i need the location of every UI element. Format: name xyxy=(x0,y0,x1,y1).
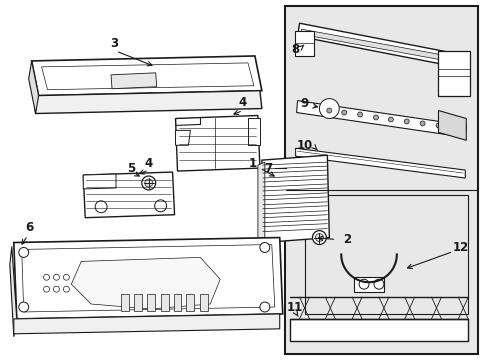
Polygon shape xyxy=(296,100,466,137)
Polygon shape xyxy=(175,116,259,171)
Polygon shape xyxy=(186,294,194,311)
Polygon shape xyxy=(200,294,208,311)
Circle shape xyxy=(19,302,29,312)
Polygon shape xyxy=(29,61,39,113)
Circle shape xyxy=(404,119,408,124)
Polygon shape xyxy=(134,294,142,311)
Polygon shape xyxy=(175,130,190,145)
Polygon shape xyxy=(161,294,168,311)
Polygon shape xyxy=(297,23,468,69)
Polygon shape xyxy=(32,56,262,96)
Circle shape xyxy=(43,274,49,280)
Circle shape xyxy=(53,274,60,280)
Circle shape xyxy=(315,234,323,242)
Bar xyxy=(284,6,477,354)
Circle shape xyxy=(259,302,269,312)
Circle shape xyxy=(419,121,424,126)
Text: 5: 5 xyxy=(126,162,135,175)
Text: 2: 2 xyxy=(343,233,350,246)
Circle shape xyxy=(387,117,392,122)
Text: 8: 8 xyxy=(291,42,299,55)
Circle shape xyxy=(319,99,339,118)
Circle shape xyxy=(312,231,325,244)
Circle shape xyxy=(373,279,383,289)
Text: 11: 11 xyxy=(286,301,302,314)
Text: 6: 6 xyxy=(25,221,34,234)
Polygon shape xyxy=(121,294,129,311)
Circle shape xyxy=(341,110,346,115)
Circle shape xyxy=(358,279,368,289)
Polygon shape xyxy=(438,111,466,140)
Text: 4: 4 xyxy=(144,157,153,170)
Polygon shape xyxy=(111,73,156,89)
Circle shape xyxy=(63,274,69,280)
Polygon shape xyxy=(247,118,259,145)
Circle shape xyxy=(95,201,107,213)
Bar xyxy=(353,277,383,292)
Polygon shape xyxy=(83,172,174,218)
Text: 1: 1 xyxy=(248,157,257,170)
Polygon shape xyxy=(295,148,464,178)
Polygon shape xyxy=(71,257,220,309)
Text: 10: 10 xyxy=(296,139,312,152)
Polygon shape xyxy=(173,294,181,311)
Circle shape xyxy=(43,286,49,292)
Text: 7: 7 xyxy=(263,162,271,175)
Circle shape xyxy=(373,115,378,120)
Polygon shape xyxy=(10,247,17,337)
Circle shape xyxy=(144,179,152,187)
Text: 3: 3 xyxy=(110,37,118,50)
Bar xyxy=(304,195,468,314)
Circle shape xyxy=(142,176,155,190)
Polygon shape xyxy=(438,51,469,96)
Polygon shape xyxy=(294,31,314,56)
Polygon shape xyxy=(83,174,116,189)
Text: 9: 9 xyxy=(300,97,308,110)
Polygon shape xyxy=(257,162,264,243)
Circle shape xyxy=(259,243,269,252)
Circle shape xyxy=(63,286,69,292)
Text: 12: 12 xyxy=(451,241,468,254)
Text: 4: 4 xyxy=(239,96,246,109)
Polygon shape xyxy=(14,314,279,334)
Polygon shape xyxy=(300,29,463,64)
Polygon shape xyxy=(146,294,154,311)
Circle shape xyxy=(435,123,440,128)
Circle shape xyxy=(357,112,362,117)
Polygon shape xyxy=(14,238,282,319)
Bar xyxy=(289,319,468,341)
Circle shape xyxy=(326,108,331,113)
Polygon shape xyxy=(34,91,262,113)
Circle shape xyxy=(53,286,60,292)
Circle shape xyxy=(19,247,29,257)
Polygon shape xyxy=(262,155,328,243)
Circle shape xyxy=(154,200,166,212)
